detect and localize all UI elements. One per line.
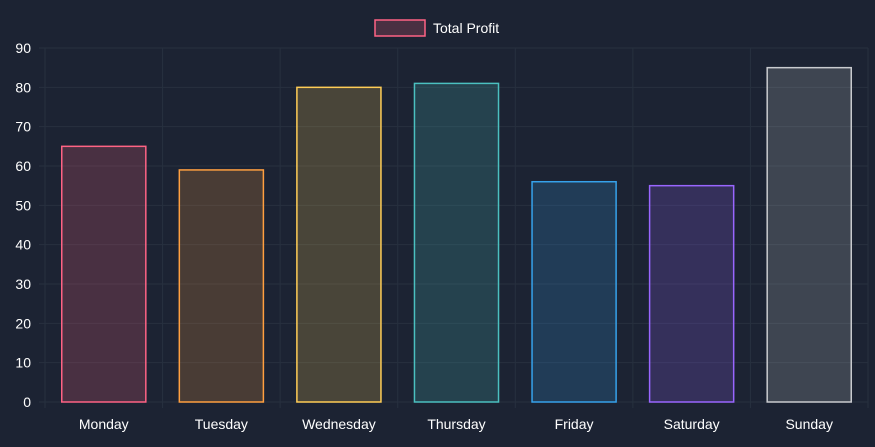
y-tick-label: 10 (15, 355, 31, 371)
bar-friday[interactable] (531, 180, 617, 403)
x-tick-label: Saturday (664, 416, 720, 432)
y-tick-label: 30 (15, 276, 31, 292)
y-tick-label: 60 (15, 158, 31, 174)
x-tick-label: Monday (79, 416, 129, 432)
x-tick-label: Sunday (785, 416, 832, 432)
y-tick-label: 40 (15, 237, 31, 253)
y-tick-label: 20 (15, 315, 31, 331)
bar-monday[interactable] (61, 145, 147, 403)
y-tick-label: 90 (15, 40, 31, 56)
y-tick-label: 70 (15, 119, 31, 135)
bar-sunday[interactable] (766, 66, 852, 403)
y-tick-label: 0 (23, 394, 31, 410)
legend[interactable]: Total Profit (374, 19, 499, 37)
legend-swatch[interactable] (374, 19, 426, 37)
x-axis-labels: Monday Tuesday Wednesday Thursday Friday Satu… (79, 416, 833, 432)
x-tick-label: Friday (555, 416, 594, 432)
grid (39, 47, 869, 408)
x-tick-label: Tuesday (195, 416, 248, 432)
bar-wednesday[interactable] (296, 86, 382, 403)
x-tick-label: Thursday (427, 416, 485, 432)
bar-thursday[interactable] (413, 82, 500, 403)
bar-tuesday[interactable] (178, 169, 265, 403)
legend-label[interactable]: Total Profit (433, 20, 499, 36)
y-tick-label: 80 (15, 79, 31, 95)
y-tick-label: 50 (15, 197, 31, 213)
x-tick-label: Wednesday (302, 416, 376, 432)
bars (61, 66, 852, 403)
bar-saturday[interactable] (648, 184, 735, 403)
y-axis-ticks: 0 10 20 30 40 50 60 70 80 90 (15, 40, 31, 410)
